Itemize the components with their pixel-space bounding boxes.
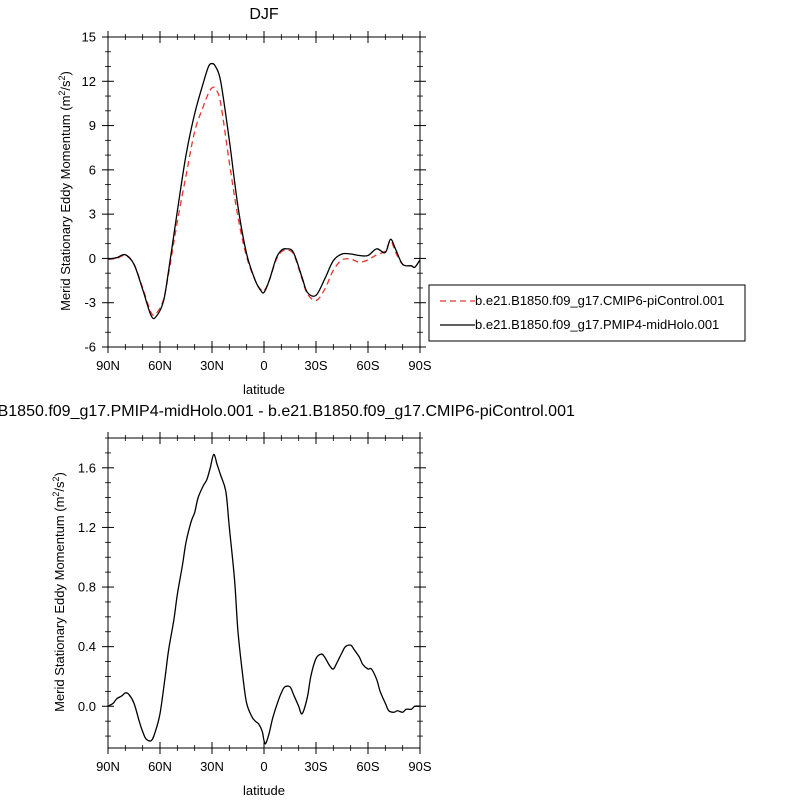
bottom-chart-title: b.e21.B1850.f09_g17.PMIP4-midHolo.001 - …	[0, 403, 575, 420]
bottom-x-tick-label: 60S	[356, 759, 379, 774]
top-y-tick-label: 12	[82, 74, 96, 89]
top-y-tick-label: 6	[89, 162, 96, 177]
top-x-tick-label: 60N	[148, 358, 172, 373]
top-x-tick-label: 60S	[356, 358, 379, 373]
bottom-x-axis-label: latitude	[243, 783, 285, 798]
top-y-tick-label: 0	[89, 251, 96, 266]
top-x-axis-label: latitude	[243, 382, 285, 397]
top-x-tick-label: 90N	[96, 358, 120, 373]
legend-entry-midholo: b.e21.B1850.f09_g17.PMIP4-midHolo.001	[475, 317, 719, 332]
bottom-y-tick-label: 0.4	[78, 639, 96, 654]
bottom-x-tick-label: 60N	[148, 759, 172, 774]
bottom-x-tick-label: 0	[260, 759, 267, 774]
top-chart-legend: b.e21.B1850.f09_g17.CMIP6-piControl.001 …	[428, 284, 746, 342]
bottom-y-axis-label: Merid Stationary Eddy Momentum (m2/s2)	[51, 472, 67, 712]
top-chart-title: DJF	[249, 6, 279, 23]
top-x-tick-label: 90S	[408, 358, 431, 373]
top-y-tick-label: 9	[89, 118, 96, 133]
bottom-series-line-solid-0	[108, 453, 420, 745]
top-series-line-solid-1	[108, 62, 420, 320]
top-y-tick-label: -6	[84, 340, 96, 355]
top-y-tick-label: 15	[82, 30, 96, 45]
legend-entry-picontrol: b.e21.B1850.f09_g17.CMIP6-piControl.001	[475, 293, 724, 308]
top-y-tick-label: -3	[84, 295, 96, 310]
bottom-x-tick-label: 90S	[408, 759, 431, 774]
top-x-tick-label: 30N	[200, 358, 224, 373]
bottom-y-tick-label: 0.8	[78, 580, 96, 595]
bottom-y-tick-label: 1.6	[78, 460, 96, 475]
top-x-tick-label: 30S	[304, 358, 327, 373]
top-plot-frame	[107, 36, 421, 348]
bottom-plot-frame	[107, 437, 421, 749]
bottom-y-tick-label: 1.2	[78, 520, 96, 535]
top-x-tick-label: 0	[260, 358, 267, 373]
top-panel: DJF Merid Stationary Eddy Momentum (m2/s…	[57, 6, 432, 397]
legend-box	[428, 284, 746, 342]
bottom-x-tick-label: 90N	[96, 759, 120, 774]
bottom-x-tick-label: 30N	[200, 759, 224, 774]
top-y-tick-label: 3	[89, 207, 96, 222]
bottom-y-tick-label: 0.0	[78, 699, 96, 714]
bottom-panel: b.e21.B1850.f09_g17.PMIP4-midHolo.001 - …	[0, 403, 575, 798]
top-series-line-dashed-0	[108, 86, 420, 317]
bottom-x-tick-label: 30S	[304, 759, 327, 774]
top-y-axis-label: Merid Stationary Eddy Momentum (m2/s2)	[57, 71, 73, 311]
